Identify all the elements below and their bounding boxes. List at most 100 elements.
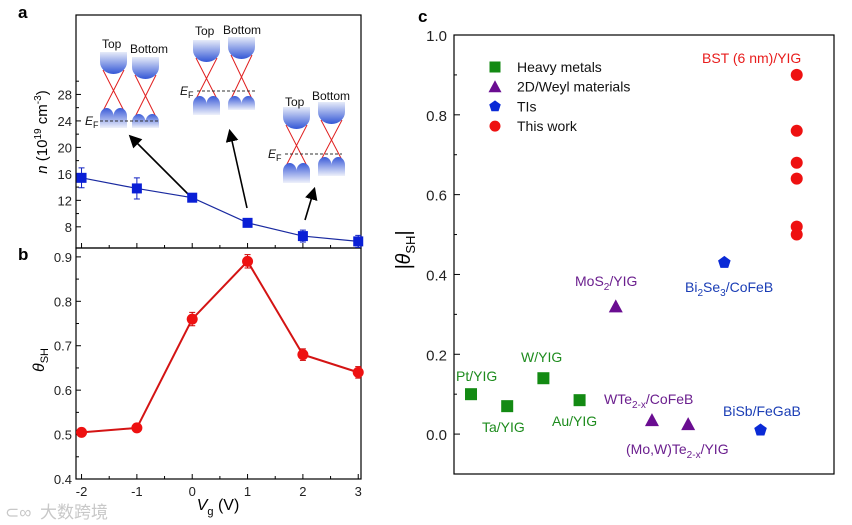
valence-band-shape [318, 157, 345, 176]
ef-main: E [85, 114, 94, 128]
panel-c-ylabel: |θSH| [393, 230, 418, 269]
valence-band-shape [228, 96, 255, 110]
panel-b-data-point [242, 255, 254, 267]
dirac-cone-lines [285, 124, 308, 167]
point-label: W/YIG [521, 349, 562, 365]
dirac-cone-lines [134, 74, 157, 118]
dirac-cone-lines [102, 69, 125, 112]
y-tick-label: 8 [65, 220, 72, 235]
fermi-level-label: EF [85, 114, 99, 130]
fermi-level-label: EF [180, 84, 194, 100]
panel-b-xlabel: Vg (V) [197, 497, 240, 518]
ef-main: E [180, 84, 189, 98]
panel-c-data-point [608, 299, 623, 313]
inset-top-label: Top [195, 24, 215, 38]
label-text: WTe [604, 391, 632, 407]
inset-bottom-label: Bottom [223, 23, 261, 37]
arrow [304, 186, 318, 221]
point-label: (Mo,W)Te2-x/YIG [626, 441, 729, 461]
panel-c-data-point [790, 172, 803, 185]
label-subscript: 2 [697, 288, 703, 299]
label-text: MoS [575, 273, 604, 289]
label-text: BST (6 nm)/YIG [702, 50, 801, 66]
panel-a-data-point [242, 217, 253, 228]
label-text: Pt/YIG [456, 368, 497, 384]
legend-label: This work [517, 118, 578, 134]
label-text: Se [703, 279, 720, 295]
y-tick-label: 28 [58, 87, 72, 102]
label-text: Au/YIG [552, 413, 597, 429]
ef-sub: F [93, 120, 99, 130]
label-text: Bi [685, 279, 697, 295]
point-label: Pt/YIG [456, 368, 497, 384]
conduction-band-shape [193, 40, 220, 63]
ef-sub: F [188, 90, 194, 100]
valence-band-shape [100, 108, 127, 128]
y-tick-label: 0.4 [54, 472, 72, 487]
conduction-band-shape [283, 107, 310, 129]
panel-a-data-point [353, 236, 364, 247]
y-tick-label: 0.5 [54, 428, 72, 443]
y-tick-label: 0.8 [426, 108, 447, 125]
panel-b-series-line [81, 259, 359, 434]
y-tick-label: 0.6 [426, 188, 447, 205]
watermark: 大数跨境 [40, 503, 108, 522]
x-tick-label: 1 [244, 484, 251, 499]
label-subscript: 3 [720, 288, 726, 299]
label-text: /CoFeB [646, 391, 693, 407]
valence-band-shape [283, 163, 310, 183]
inset-bottom-label: Bottom [130, 42, 168, 56]
conduction-band-shape [318, 102, 345, 125]
panel-c-data-point [790, 68, 803, 81]
panel-c-data-point [790, 124, 803, 137]
panel-a-data-point [187, 192, 198, 203]
ef-main: E [268, 147, 277, 161]
y-tick-label: 16 [58, 167, 72, 182]
label-subscript: 2 [604, 282, 610, 293]
panel-c-data-point [790, 228, 803, 241]
panel-c-data-point [644, 413, 659, 427]
valence-band-shape [132, 114, 159, 128]
label-text: BiSb/FeGaB [723, 403, 801, 419]
label-text: /YIG [701, 441, 729, 457]
label-text: (Mo,W)Te [626, 441, 687, 457]
y-tick-label: 0.7 [54, 339, 72, 354]
panel-a-data-point [76, 172, 87, 183]
y-tick-label: 24 [58, 114, 72, 129]
y-tick-label: 12 [58, 193, 72, 208]
panel-c-data-point [681, 417, 696, 431]
legend-marker-circle [489, 120, 501, 132]
y-tick-label: 0.6 [54, 383, 72, 398]
panel-b-data-point [76, 426, 88, 438]
x-tick-label: -1 [131, 484, 143, 499]
conduction-band-shape [100, 52, 127, 74]
x-tick-label: 0 [189, 484, 196, 499]
panel-label-b: b [18, 245, 28, 264]
panel-b-frame [75, 247, 362, 480]
dirac-cone-lines [230, 54, 253, 100]
y-tick-label: 0.8 [54, 294, 72, 309]
y-tick-label: 0.9 [54, 250, 72, 265]
panel-c-data-point [718, 255, 731, 268]
panel-b-data-point [352, 366, 364, 378]
x-tick-label: 3 [355, 484, 362, 499]
panel-b-data-point [186, 313, 198, 325]
y-tick-label: 0.0 [426, 427, 447, 444]
y-tick-label: 1.0 [426, 28, 447, 45]
panel-a-data-point [297, 231, 308, 242]
panel-label-c: c [418, 7, 427, 26]
panel-c-data-point [790, 156, 803, 169]
label-text: W/YIG [521, 349, 562, 365]
label-text: /CoFeB [726, 279, 773, 295]
point-label: Ta/YIG [482, 419, 525, 435]
dirac-cone-lines [320, 119, 343, 161]
legend-marker-pentagon [489, 100, 501, 112]
legend-label: 2D/Weyl materials [517, 79, 630, 95]
point-label: BST (6 nm)/YIG [702, 50, 801, 66]
panel-c-data-point [754, 423, 767, 436]
y-tick-label: 0.2 [426, 347, 447, 364]
y-tick-label: 0.4 [426, 267, 447, 284]
legend-marker-square [489, 61, 501, 73]
